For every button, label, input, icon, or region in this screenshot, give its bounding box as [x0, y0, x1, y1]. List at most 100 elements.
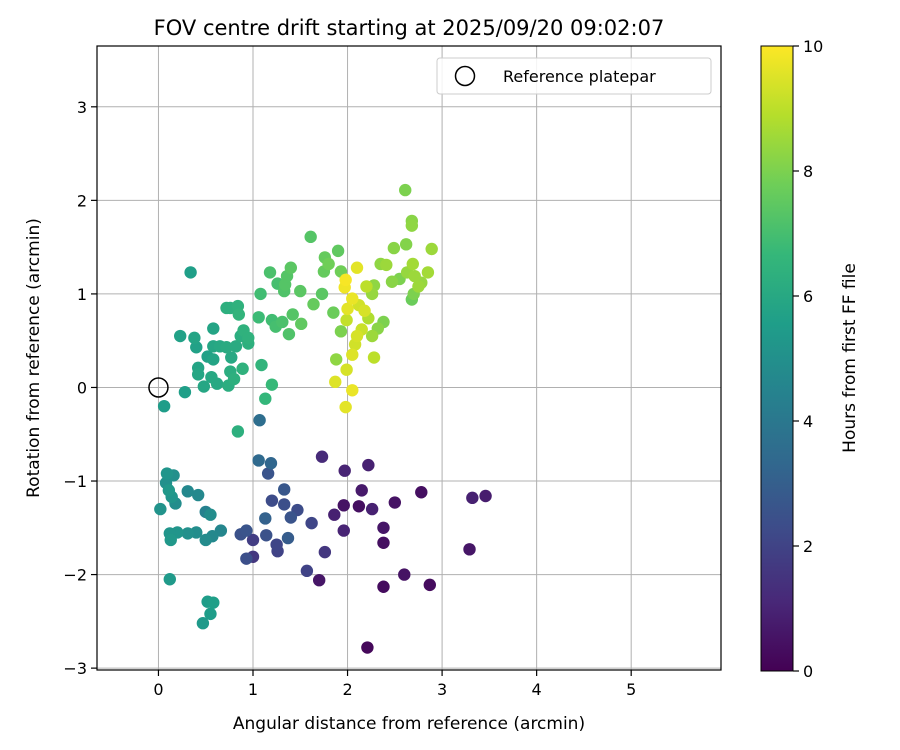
data-point	[242, 331, 255, 345]
data-point	[265, 378, 279, 391]
data-point	[466, 491, 479, 505]
data-point	[327, 306, 340, 319]
data-point	[360, 280, 373, 293]
reference-marker	[148, 377, 169, 398]
data-point	[423, 578, 436, 592]
data-point	[199, 533, 212, 547]
data-point	[174, 329, 187, 343]
data-point	[261, 467, 275, 480]
data-point	[312, 573, 326, 587]
data-point	[252, 454, 265, 467]
data-point	[339, 273, 352, 287]
data-point	[190, 341, 203, 354]
data-point	[276, 315, 289, 329]
chart-title: FOV centre drift starting at 2025/09/20 …	[154, 16, 665, 40]
data-point	[231, 425, 245, 438]
data-point	[260, 529, 273, 542]
data-point	[304, 230, 317, 244]
legend: Reference platepar	[436, 57, 712, 95]
data-point	[264, 457, 278, 470]
data-point	[286, 308, 299, 321]
x-tick-label: 5	[626, 680, 636, 699]
data-point	[232, 308, 246, 321]
data-point	[197, 380, 211, 393]
data-point	[367, 351, 381, 364]
data-point	[338, 464, 351, 477]
data-point	[315, 287, 329, 301]
reference-point-marker	[148, 377, 169, 398]
data-point	[157, 399, 171, 413]
data-point	[207, 353, 220, 366]
data-point	[365, 502, 379, 516]
legend-label: Reference platepar	[503, 67, 656, 86]
data-point	[329, 375, 342, 389]
grid-lines	[97, 46, 721, 670]
y-tick-label: 0	[77, 378, 87, 397]
y-tick-label: 3	[77, 98, 87, 117]
data-point	[322, 257, 335, 271]
data-point	[421, 266, 435, 279]
data-point	[350, 261, 364, 274]
data-point	[227, 372, 241, 386]
colorbar-tick-label: 2	[803, 537, 813, 556]
legend-marker-icon	[454, 65, 476, 87]
data-point	[278, 483, 291, 496]
legend-box	[436, 57, 712, 95]
data-point	[191, 368, 205, 381]
data-point	[278, 498, 291, 511]
data-point	[337, 524, 350, 537]
data-point	[240, 552, 253, 565]
data-point	[315, 450, 329, 463]
data-point	[184, 266, 197, 279]
y-axis-ticks: −3 −2 −1 0 1 2 3	[63, 98, 97, 678]
colorbar-tick-label: 4	[803, 412, 813, 431]
data-point	[387, 241, 401, 255]
colorbar-tick-label: 6	[803, 287, 813, 306]
data-point	[270, 538, 283, 551]
data-point	[307, 298, 320, 311]
data-point	[337, 499, 350, 512]
plot-frame	[96, 45, 722, 671]
x-axis-label: Angular distance from reference (arcmin)	[233, 714, 585, 734]
data-point	[334, 325, 348, 338]
data-point	[207, 596, 220, 609]
data-point	[340, 363, 353, 376]
colorbar-label: Hours from first FF file	[840, 263, 860, 453]
data-point	[377, 521, 390, 534]
colorbar-ticks: 0 2 4 6 8 10	[793, 37, 823, 681]
data-point	[408, 269, 421, 283]
data-point	[240, 524, 253, 537]
data-point	[163, 573, 176, 586]
data-point	[263, 266, 277, 279]
x-tick-label: 2	[342, 680, 352, 699]
data-point	[196, 617, 210, 630]
y-axis-label: Rotation from reference (arcmin)	[24, 218, 44, 498]
data-point	[284, 511, 298, 524]
data-point	[210, 377, 224, 390]
data-point	[178, 385, 192, 399]
x-tick-label: 0	[153, 680, 163, 699]
data-point	[346, 292, 359, 305]
data-point	[295, 317, 308, 331]
data-point	[341, 302, 354, 316]
data-point	[425, 242, 438, 256]
data-point	[191, 488, 205, 502]
y-tick-label: −1	[63, 472, 87, 491]
data-point	[181, 485, 194, 498]
data-point	[350, 329, 364, 343]
x-axis-ticks: 0 1 2 3 4 5	[153, 670, 636, 699]
data-point	[294, 284, 307, 298]
data-point	[259, 512, 272, 525]
data-point	[246, 533, 260, 547]
data-points	[154, 183, 492, 654]
y-tick-label: −2	[63, 566, 87, 585]
data-point	[284, 261, 298, 274]
data-point	[377, 580, 390, 593]
data-point	[405, 219, 419, 232]
colorbar: 0 2 4 6 8 10 Hours from first FF file	[760, 37, 860, 681]
y-tick-label: 2	[77, 191, 87, 210]
data-point	[265, 494, 279, 507]
colorbar-tick-label: 8	[803, 162, 813, 181]
data-point	[406, 257, 419, 271]
data-point	[346, 384, 359, 397]
